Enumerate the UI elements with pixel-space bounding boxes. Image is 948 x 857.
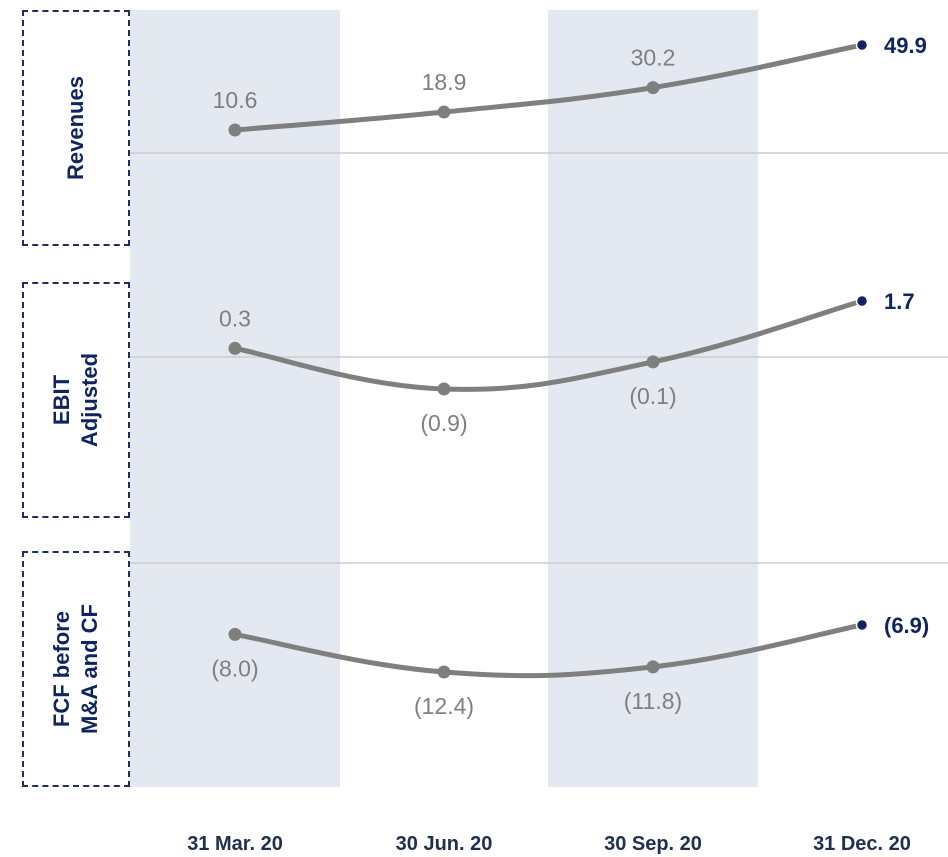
last-data-point: [855, 618, 869, 632]
highlight-band: [130, 10, 340, 787]
row-label-line: Revenues: [62, 76, 88, 180]
series-line: [232, 298, 865, 392]
data-label: (0.9): [420, 410, 467, 436]
row-label-revenues: Revenues: [22, 10, 130, 246]
data-point: [437, 105, 451, 119]
data-point: [228, 627, 242, 641]
data-point: [437, 665, 451, 679]
data-label: 49.9: [884, 33, 927, 58]
data-label: 30.2: [631, 45, 676, 71]
data-label: 1.7: [884, 289, 915, 314]
row-label-line: M&A and CF: [77, 604, 103, 734]
last-data-point: [855, 38, 869, 52]
x-tick-label: 31 Mar. 20: [187, 833, 283, 855]
row-label-fcf: FCF before M&A and CF: [22, 551, 130, 787]
data-point: [646, 660, 660, 674]
data-label: (6.9): [884, 613, 929, 638]
data-point: [228, 123, 242, 137]
series-line: [232, 42, 865, 133]
data-label: (0.1): [629, 383, 676, 409]
data-label: (11.8): [624, 688, 682, 714]
row-label-ebit-adjusted: EBIT Adjusted: [22, 282, 130, 518]
data-point: [437, 382, 451, 396]
data-point: [228, 341, 242, 355]
data-label: 10.6: [213, 87, 258, 113]
data-label: (12.4): [414, 693, 474, 719]
x-tick-label: 30 Jun. 20: [395, 833, 493, 855]
row-label-line: Adjusted: [77, 352, 102, 448]
x-tick-label: 31 Dec. 20: [813, 833, 911, 855]
data-point: [646, 355, 660, 369]
x-tick-label: 30 Sep. 20: [604, 833, 702, 855]
row-label-line: FCF before: [49, 610, 75, 728]
series-line: [232, 622, 865, 679]
last-data-point: [855, 294, 869, 308]
row-label-line: EBIT: [49, 374, 74, 426]
data-label: 18.9: [422, 69, 467, 95]
data-label: (8.0): [211, 655, 258, 681]
data-label: 0.3: [219, 305, 251, 331]
data-point: [646, 81, 660, 95]
